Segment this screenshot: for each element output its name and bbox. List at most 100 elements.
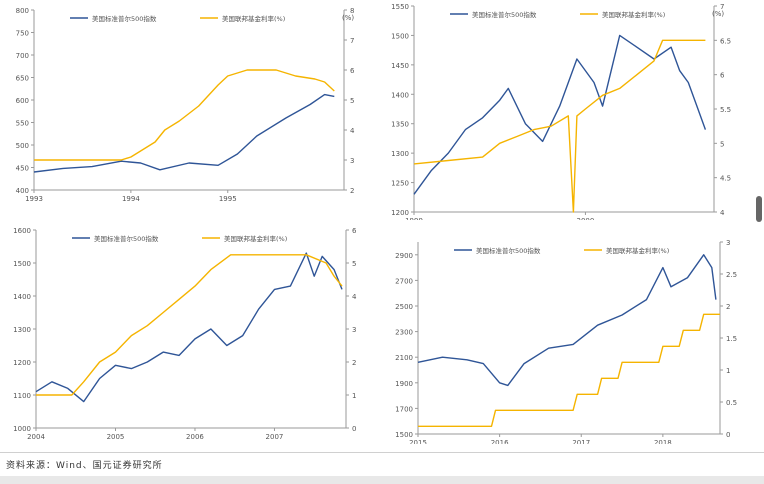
legend-label-sp500: 美国标准普尔500指数 (472, 10, 537, 19)
y-right-tick-label: 3 (726, 239, 730, 247)
legend-label-sp500: 美国标准普尔500指数 (92, 14, 157, 23)
y-right-tick-label: 6 (350, 67, 355, 75)
y-left-tick-label: 1600 (13, 227, 31, 235)
y-left-tick-label: 1250 (391, 180, 409, 188)
y-left-tick-label: 750 (16, 30, 29, 38)
chart-2015-2018: 1500 1700 1900 2100 2300 2500 2700 2900 0 0.5 1 1.5… (395, 239, 737, 444)
y-right-tick-label: 6 (352, 227, 357, 235)
x-tick-label: 2000 (577, 217, 595, 220)
y-right-tick-label: 6.5 (720, 37, 731, 45)
y-left-tick-label: 500 (16, 142, 29, 150)
x-tick-label: 2018 (654, 439, 672, 444)
series-line-fed-funds-rate (413, 39, 706, 213)
y-right-tick-label: 0 (352, 425, 356, 433)
x-tick-label: 2004 (27, 433, 45, 441)
y-left-tick-label: 650 (16, 75, 29, 83)
y-right-tick-label: 5 (352, 260, 356, 268)
y-right-tick-label: 6 (720, 72, 725, 80)
y-left-tick-label: 2900 (395, 252, 413, 260)
legend-label-sp500: 美国标准普尔500指数 (476, 246, 541, 255)
chart-1999-2000: 1200 1250 1300 1350 1400 1450 1500 1550 4 4.5 5 5.5… (391, 3, 731, 220)
y-left-tick-label: 400 (16, 187, 29, 195)
y-left-tick-label: 1500 (13, 260, 31, 268)
y-left-tick-label: 1700 (395, 405, 413, 413)
x-tick-label: 1999 (405, 217, 423, 220)
legend-label-fed-funds-rate: 美国联邦基金利率(%) (224, 234, 287, 243)
x-tick-label: 1995 (219, 195, 237, 203)
y-right-tick-label: 1 (352, 392, 356, 400)
series-line-sp500 (417, 254, 717, 387)
scrollbar-handle[interactable] (756, 196, 762, 222)
y-left-tick-label: 600 (16, 97, 29, 105)
chart-panel-1993-1995: 400 450 500 550 600 650 700 750 800 2 3 4 5 6 7 8 (%) 199… (0, 0, 380, 205)
series-line-sp500 (33, 93, 335, 173)
series-line-fed-funds-rate (34, 69, 335, 161)
y-right-tick-label: 2.5 (726, 271, 737, 279)
y-left-tick-label: 1200 (13, 359, 31, 367)
legend-label-fed-funds-rate: 美国联邦基金利率(%) (222, 14, 285, 23)
y-right-tick-label: 5.5 (720, 106, 731, 114)
y-right-tick-label: 3 (352, 326, 356, 334)
y-left-tick-label: 1200 (391, 209, 409, 217)
series-line-sp500 (35, 252, 343, 403)
legend-label-fed-funds-rate: 美国联邦基金利率(%) (602, 10, 665, 19)
y-right-tick-label: 2 (352, 359, 356, 367)
x-tick-label: 2015 (409, 439, 427, 444)
y-left-tick-label: 1300 (391, 150, 409, 158)
chart-panel-2015-2018: 1500 1700 1900 2100 2300 2500 2700 2900 0 0.5 1 1.5… (384, 226, 756, 444)
y-right-tick-label: 2 (726, 303, 730, 311)
y-left-tick-label: 1550 (391, 3, 409, 11)
y-left-tick-label: 1100 (13, 392, 31, 400)
bottom-strip (0, 476, 764, 484)
y-right-tick-label: 2 (350, 187, 354, 195)
y-left-tick-label: 700 (16, 52, 29, 60)
legend-label-fed-funds-rate: 美国联邦基金利率(%) (606, 246, 669, 255)
y-left-tick-label: 800 (16, 7, 29, 15)
series-line-fed-funds-rate (418, 313, 720, 428)
chart-2004-2007: 1000 1100 1200 1300 1400 1500 1600 0 1 2 3 4 5 6 2004 2… (13, 227, 357, 441)
y-left-tick-label: 1500 (395, 431, 413, 439)
y-right-tick-label: 7 (350, 37, 354, 45)
x-tick-label: 2016 (491, 439, 509, 444)
y-left-tick-label: 2500 (395, 303, 413, 311)
y-left-tick-label: 1300 (13, 326, 31, 334)
y-left-tick-label: 1900 (395, 380, 413, 388)
y-left-tick-label: 1000 (13, 425, 31, 433)
y-right-tick-label: 5 (350, 97, 354, 105)
y-right-tick-label: 1 (726, 367, 730, 375)
source-note: 资料来源：Wind、国元证券研究所 (6, 461, 163, 471)
x-tick-label: 2007 (266, 433, 284, 441)
y-left-tick-label: 450 (16, 165, 29, 173)
y-right-tick-label: 7 (720, 3, 724, 11)
chart-1993-1995: 400 450 500 550 600 650 700 750 800 2 3 4 5 6 7 8(%) 199… (16, 7, 355, 203)
y-left-tick-label: 1400 (13, 293, 31, 301)
x-tick-label: 1993 (25, 195, 43, 203)
series-line-sp500 (413, 34, 707, 195)
y-right-tick-label: 4 (720, 209, 725, 217)
y-right-tick-label: 4 (350, 127, 355, 135)
y-left-tick-label: 1450 (391, 62, 409, 70)
y-right-tick-label: 0.5 (726, 399, 737, 407)
right-unit-label: (%) (342, 14, 354, 22)
series-line-fed-funds-rate (36, 254, 343, 396)
y-left-tick-label: 2300 (395, 329, 413, 337)
y-left-tick-label: 550 (16, 120, 29, 128)
y-left-tick-label: 2100 (395, 354, 413, 362)
y-right-tick-label: 4 (352, 293, 357, 301)
y-left-tick-label: 2700 (395, 277, 413, 285)
x-tick-label: 2006 (186, 433, 204, 441)
y-left-tick-label: 1400 (391, 91, 409, 99)
y-right-tick-label: 3 (350, 157, 354, 165)
x-tick-label: 2017 (572, 439, 590, 444)
right-unit-label: (%) (712, 10, 724, 18)
y-right-tick-label: 4.5 (720, 175, 731, 183)
y-right-tick-label: 0 (726, 431, 730, 439)
y-right-tick-label: 8 (350, 7, 354, 15)
y-right-tick-label: 1.5 (726, 335, 737, 343)
chart-panel-2004-2007: 1000 1100 1200 1300 1400 1500 1600 0 1 2 3 4 5 6 2004 2… (0, 220, 380, 450)
x-tick-label: 1994 (122, 195, 140, 203)
y-left-tick-label: 1500 (391, 32, 409, 40)
legend-label-sp500: 美国标准普尔500指数 (94, 234, 159, 243)
chart-panel-1999-2000: 1200 1250 1300 1350 1400 1450 1500 1550 4 4.5 5 5.5… (384, 0, 756, 220)
x-tick-label: 2005 (107, 433, 125, 441)
